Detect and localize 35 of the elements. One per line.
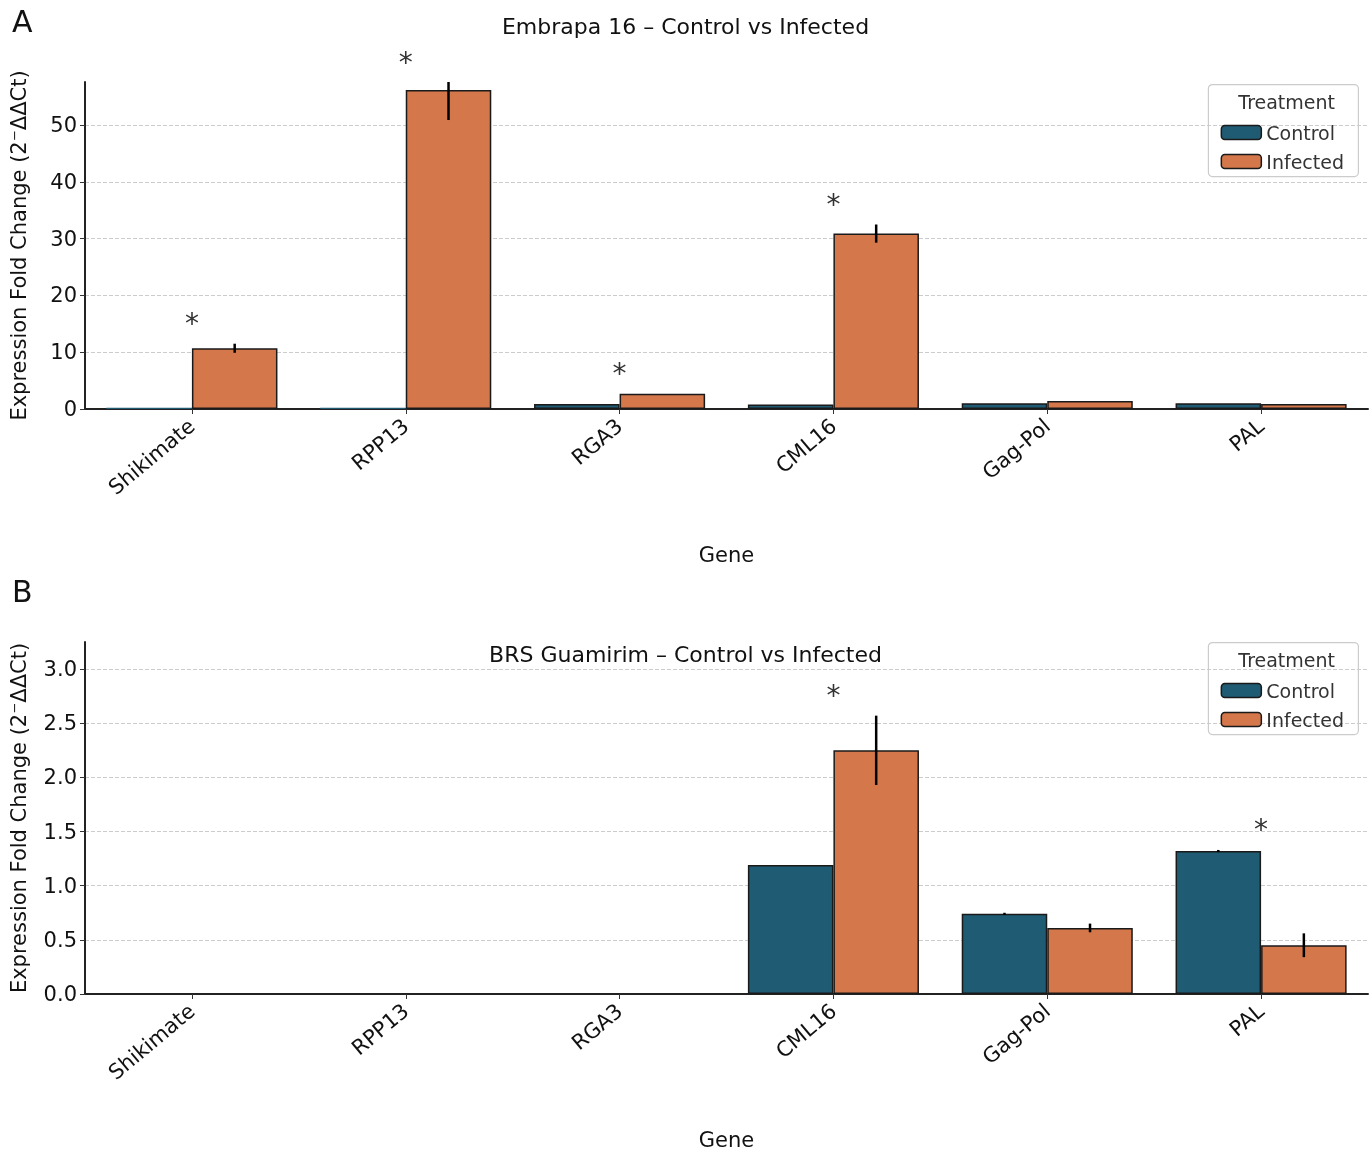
y-tick-label: 30 bbox=[50, 226, 77, 251]
annotation: * bbox=[612, 357, 627, 391]
legend-title: Treatment bbox=[1237, 648, 1336, 671]
y-tick-label: 3.0 bbox=[43, 657, 77, 682]
y-tick-label: 0 bbox=[63, 397, 77, 421]
annotation: * bbox=[826, 679, 841, 713]
chart-title: BRS Guamirim – Control vs Infected bbox=[489, 641, 882, 667]
y-axis-title: Expression Fold Change (2⁻ΔΔCt) bbox=[6, 70, 31, 421]
legend-label: Control bbox=[1266, 679, 1336, 702]
legend-label: Control bbox=[1266, 121, 1336, 144]
y-tick-label: 2.0 bbox=[43, 765, 77, 790]
y-tick-label: 0.5 bbox=[43, 927, 77, 952]
y-tick-label: 20 bbox=[50, 283, 77, 308]
y-tick-label: 50 bbox=[50, 113, 77, 138]
y-tick-label: 10 bbox=[50, 340, 77, 365]
x-axis-title: Gene bbox=[698, 542, 755, 567]
x-tick-label: PAL bbox=[1224, 998, 1270, 1042]
y-tick-label: 1.5 bbox=[43, 819, 77, 844]
legend-label: Infected bbox=[1266, 708, 1344, 731]
legend-title: Treatment bbox=[1237, 90, 1336, 113]
text: A bbox=[12, 3, 33, 39]
x-tick-label: PAL bbox=[1224, 413, 1270, 457]
legend-label: Infected bbox=[1266, 150, 1344, 173]
y-tick-label: 0.0 bbox=[43, 982, 77, 1006]
annotation: * bbox=[1254, 813, 1269, 847]
annotation: * bbox=[826, 187, 841, 221]
y-tick-label: 40 bbox=[50, 169, 77, 194]
y-tick-label: 2.5 bbox=[43, 711, 77, 736]
chart-title: Embrapa 16 – Control vs Infected bbox=[501, 13, 870, 39]
annotation: * bbox=[398, 45, 413, 79]
x-axis-title: Gene bbox=[698, 1127, 755, 1152]
annotation: * bbox=[184, 307, 199, 341]
y-axis-title: Expression Fold Change (2⁻ΔΔCt) bbox=[6, 642, 31, 994]
text: B bbox=[12, 573, 33, 609]
y-tick-label: 1.0 bbox=[43, 873, 77, 898]
